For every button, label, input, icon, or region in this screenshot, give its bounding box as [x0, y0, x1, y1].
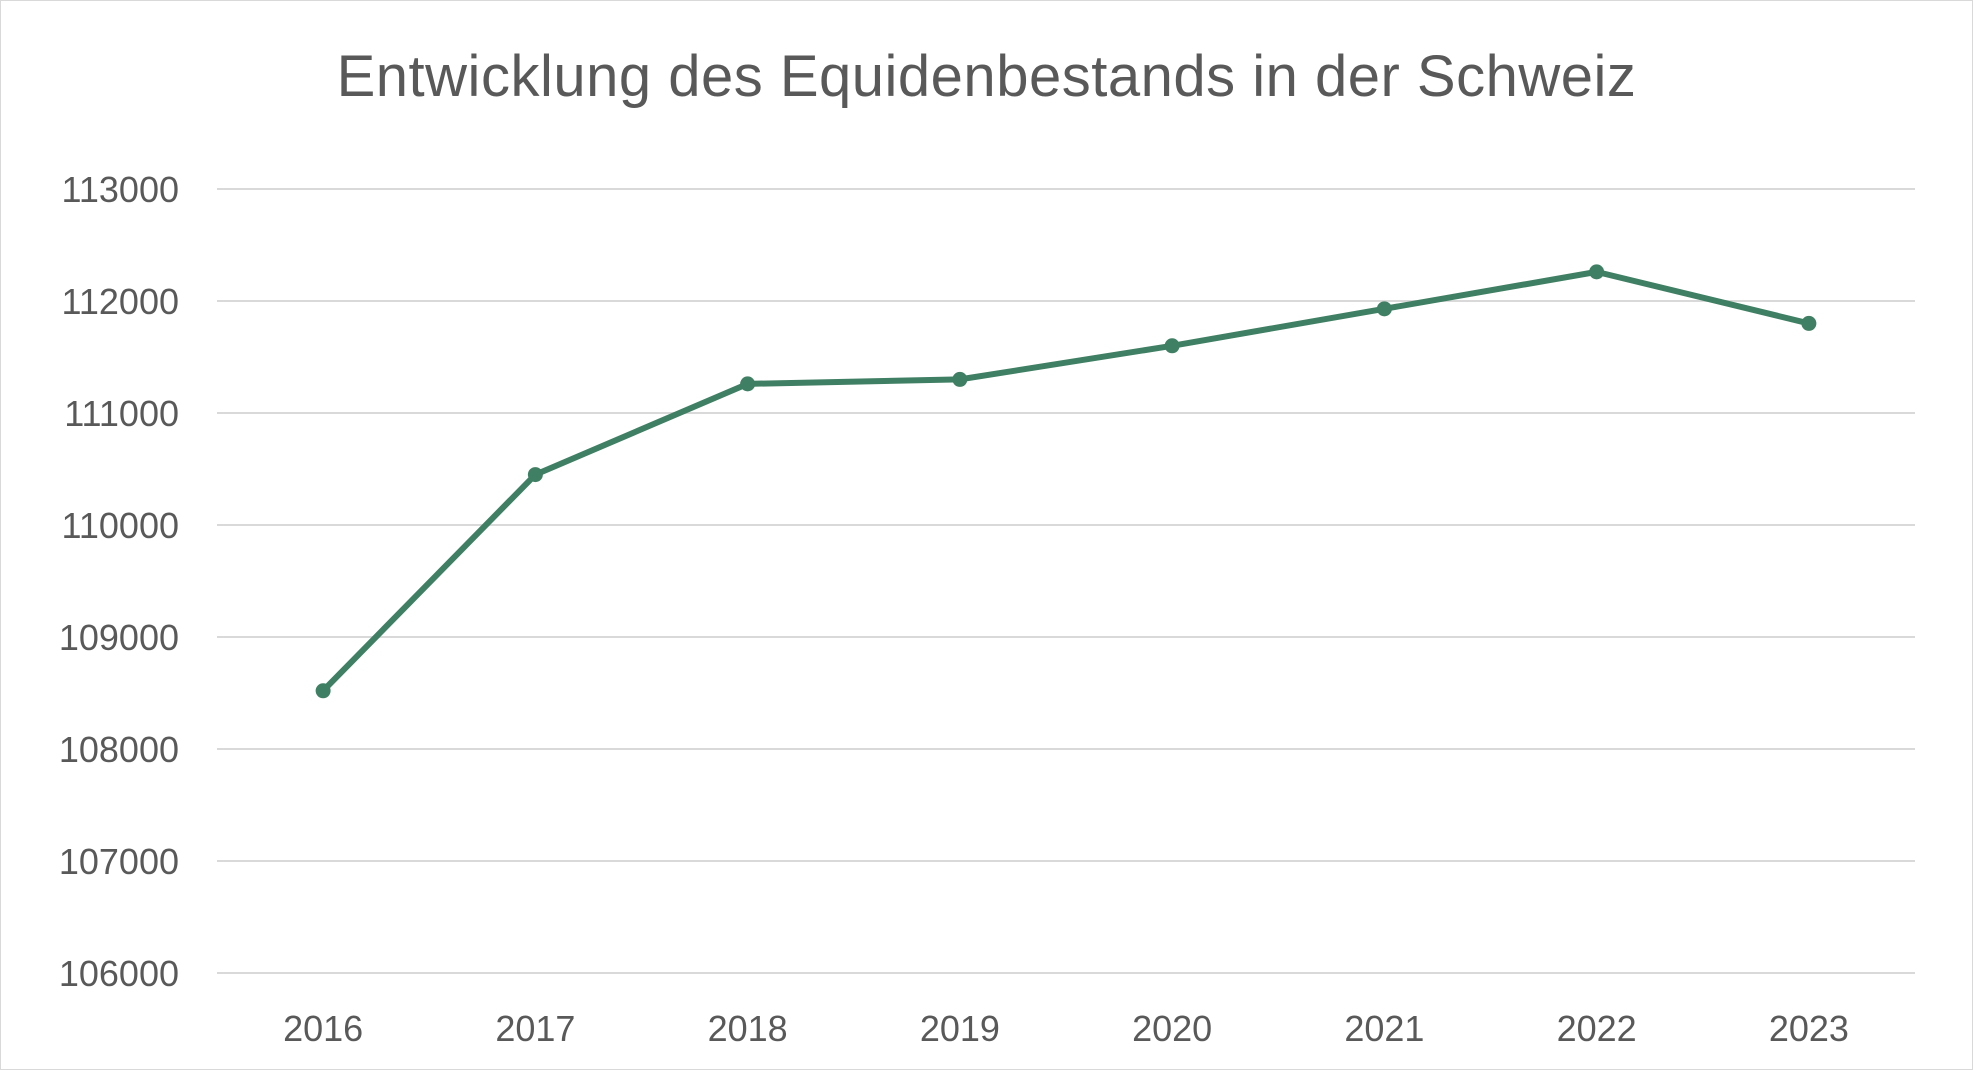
x-tick-label: 2022 [1557, 1008, 1637, 1049]
data-point [315, 683, 331, 699]
data-point [1376, 301, 1392, 317]
x-tick-label: 2019 [920, 1008, 1000, 1049]
y-tick-label: 108000 [59, 729, 179, 770]
y-tick-label: 106000 [59, 953, 179, 994]
y-tick-label: 111000 [64, 393, 179, 434]
x-tick-label: 2021 [1344, 1008, 1424, 1049]
chart-title: Entwicklung des Equidenbestands in der S… [336, 44, 1637, 109]
data-point [1164, 338, 1180, 354]
x-axis-tick-labels: 2016 2017 2018 2019 2020 2021 2022 2023 [283, 1008, 1849, 1049]
series-line [320, 268, 1812, 694]
gridlines [217, 188, 1915, 974]
x-tick-label: 2020 [1132, 1008, 1212, 1049]
y-tick-label: 113000 [62, 169, 179, 210]
y-axis-tick-labels: 106000 107000 108000 109000 110000 111000 1120… [59, 169, 179, 994]
x-tick-label: 2017 [495, 1008, 575, 1049]
data-point [1801, 315, 1817, 331]
series [315, 264, 1817, 699]
data-point [740, 376, 756, 392]
y-tick-label: 112000 [62, 281, 179, 322]
x-tick-label: 2018 [708, 1008, 788, 1049]
y-tick-label: 107000 [59, 841, 179, 882]
y-tick-label: 110000 [62, 505, 179, 546]
data-point [952, 371, 968, 387]
x-tick-label: 2023 [1769, 1008, 1849, 1049]
x-tick-label: 2016 [283, 1008, 363, 1049]
data-point [527, 467, 543, 483]
y-tick-label: 109000 [59, 617, 179, 658]
data-point [1589, 264, 1605, 280]
